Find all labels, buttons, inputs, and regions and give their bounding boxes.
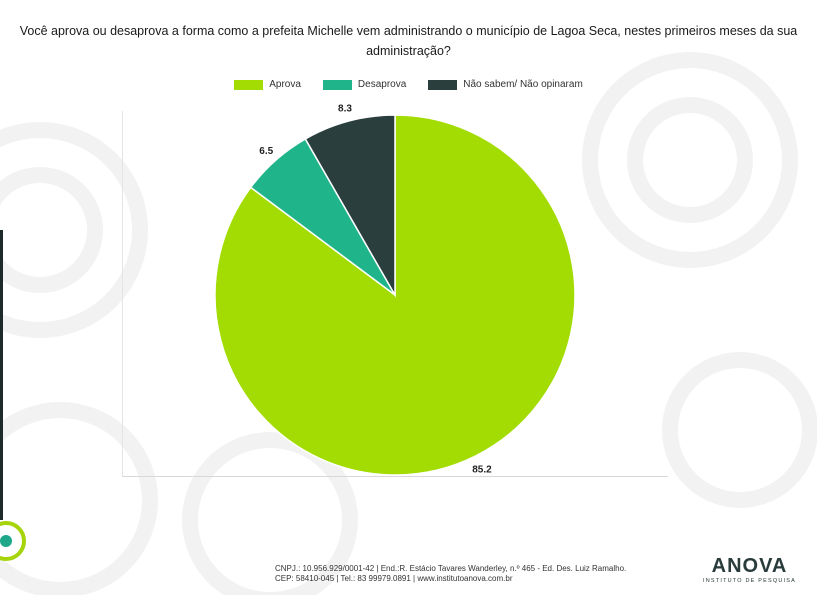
footer-contact: CNPJ.: 10.956.929/0001-42 | End.:R. Está… xyxy=(275,564,675,584)
data-label-desaprova: 6.5 xyxy=(259,146,273,157)
legend-swatch-desaprova xyxy=(322,79,352,90)
footer-line-2: CEP: 58410-045 | Tel.: 83 99979.0891 | w… xyxy=(275,574,513,583)
pie-slice-n-o-sabem-n-o-opinaram xyxy=(304,114,396,298)
data-label-n-o-sabem-n-o-opinaram: 8.3 xyxy=(338,104,352,115)
chart-title: Você aprova ou desaprova a forma como a … xyxy=(19,24,798,58)
legend-item-aprova: Aprova xyxy=(234,79,301,90)
legend-item-desaprova: Desaprova xyxy=(322,79,407,90)
brand-name: ANOVA xyxy=(711,555,788,577)
legend-label-desaprova: Desaprova xyxy=(357,79,407,90)
brand-logo: ANOVA INSTITUTO DE PESQUISA xyxy=(702,555,797,585)
legend-swatch-nao-sabem xyxy=(428,79,458,90)
chart-legend: Aprova Desaprova Não sabem/ Não opinaram xyxy=(0,79,817,90)
legend-item-nao-sabem: Não sabem/ Não opinaram xyxy=(428,79,583,90)
brand-subtitle: INSTITUTO DE PESQUISA xyxy=(703,578,796,584)
data-label-aprova: 85.2 xyxy=(472,464,492,475)
legend-label-nao-sabem: Não sabem/ Não opinaram xyxy=(463,79,583,90)
legend-label-aprova: Aprova xyxy=(269,79,301,90)
left-edge-bar xyxy=(0,230,3,520)
legend-swatch-aprova xyxy=(234,79,264,90)
plot-area xyxy=(122,111,668,477)
footer-line-1: CNPJ.: 10.956.929/0001-42 | End.:R. Está… xyxy=(275,564,627,573)
